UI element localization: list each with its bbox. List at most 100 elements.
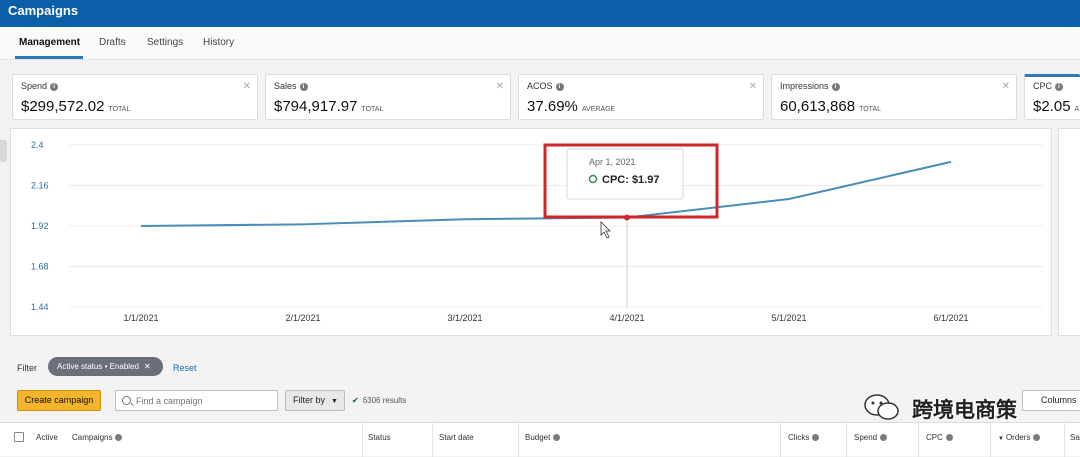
metric-value: $2.05 bbox=[1033, 98, 1071, 115]
col-label: Campaigns bbox=[72, 433, 113, 442]
metric-label: Spend bbox=[21, 81, 48, 91]
campaign-search[interactable] bbox=[115, 390, 278, 411]
metric-value: $299,572.02 bbox=[21, 98, 105, 115]
column-divider bbox=[918, 423, 919, 457]
info-icon bbox=[945, 434, 953, 442]
select-all-checkbox[interactable] bbox=[14, 432, 24, 442]
create-campaign-button[interactable]: Create campaign bbox=[17, 390, 101, 411]
metric-sub: TOTAL bbox=[108, 106, 131, 113]
metric-card-cpc[interactable]: CPC i $2.05 A bbox=[1024, 74, 1080, 120]
col-status[interactable]: Status bbox=[368, 433, 391, 442]
info-icon bbox=[1033, 434, 1041, 442]
info-icon bbox=[115, 434, 123, 442]
info-icon bbox=[553, 434, 561, 442]
col-label: Clicks bbox=[788, 433, 810, 442]
y-tick-label: 1.68 bbox=[31, 262, 49, 272]
y-tick-label: 1.92 bbox=[31, 221, 49, 231]
close-icon[interactable]: ✕ bbox=[495, 81, 504, 92]
check-icon: ✔ bbox=[352, 396, 359, 405]
metric-label: Sales bbox=[274, 81, 297, 91]
reset-link[interactable]: Reset bbox=[173, 363, 197, 373]
mouse-cursor-icon bbox=[600, 221, 611, 239]
info-icon: i bbox=[299, 82, 308, 91]
tooltip-value: CPC: $1.97 bbox=[602, 174, 659, 186]
close-icon[interactable]: ✕ bbox=[1001, 81, 1010, 92]
sort-down-icon: ▼ bbox=[998, 436, 1004, 442]
chip-label: Active status • Enabled bbox=[57, 362, 139, 371]
filter-label: Filter bbox=[17, 363, 37, 373]
column-divider bbox=[780, 423, 781, 457]
metric-sub: A bbox=[1074, 106, 1080, 113]
metric-value: $794,917.97 bbox=[274, 98, 358, 115]
top-bar: Campaigns bbox=[0, 0, 1080, 27]
chart-panel: 2.4 2.16 1.92 1.68 1.44 1/1/2021 2/1/2021 3/1/2… bbox=[10, 128, 1052, 336]
metric-label: ACOS bbox=[527, 81, 553, 91]
column-divider bbox=[432, 423, 433, 457]
y-tick-label: 2.16 bbox=[31, 181, 49, 191]
col-active[interactable]: Active bbox=[36, 433, 58, 442]
info-icon: i bbox=[50, 82, 59, 91]
chip-close-icon[interactable]: ✕ bbox=[143, 362, 151, 371]
col-label: CPC bbox=[926, 433, 943, 442]
active-tab-indicator bbox=[15, 56, 83, 59]
filter-by-dropdown[interactable]: Filter by ▼ bbox=[285, 390, 345, 411]
annotation-highlight-box bbox=[543, 143, 719, 219]
metric-value: 60,613,868 bbox=[780, 98, 856, 115]
metric-card-spend[interactable]: Spend i ✕ $299,572.02 TOTAL bbox=[12, 74, 258, 120]
active-status-filter-chip[interactable]: Active status • Enabled ✕ bbox=[48, 357, 163, 376]
panel-handle[interactable] bbox=[0, 140, 7, 162]
tab-management[interactable]: Management bbox=[19, 37, 81, 48]
column-divider bbox=[990, 423, 991, 457]
col-cpc[interactable]: CPC bbox=[926, 433, 953, 442]
x-tick-label: 2/1/2021 bbox=[285, 313, 320, 323]
close-icon[interactable]: ✕ bbox=[748, 81, 757, 92]
y-tick-label: 1.44 bbox=[31, 302, 49, 312]
watermark-text: 跨境电商策 bbox=[912, 399, 1017, 422]
metric-value: 37.69% bbox=[527, 98, 578, 115]
col-start-date[interactable]: Start date bbox=[439, 433, 474, 442]
col-clicks[interactable]: Clicks bbox=[788, 433, 820, 442]
column-divider bbox=[846, 423, 847, 457]
metric-sub: TOTAL bbox=[361, 106, 384, 113]
x-tick-label: 4/1/2021 bbox=[609, 313, 644, 323]
tooltip-series-icon bbox=[588, 174, 598, 184]
tab-bar: Management Drafts Settings History bbox=[0, 27, 1080, 60]
col-label: Spend bbox=[854, 433, 878, 442]
search-icon bbox=[122, 396, 131, 405]
metric-card-acos[interactable]: ACOS i ✕ 37.69% AVERAGE bbox=[518, 74, 764, 120]
metric-card-sales[interactable]: Sales i ✕ $794,917.97 TOTAL bbox=[265, 74, 511, 120]
col-budget[interactable]: Budget bbox=[525, 433, 561, 442]
x-tick-label: 5/1/2021 bbox=[771, 313, 806, 323]
col-spend[interactable]: Spend bbox=[854, 433, 888, 442]
col-sales[interactable]: Sa bbox=[1070, 433, 1080, 442]
tab-history[interactable]: History bbox=[203, 37, 235, 48]
x-tick-label: 6/1/2021 bbox=[933, 313, 968, 323]
cpc-line-chart: 2.4 2.16 1.92 1.68 1.44 1/1/2021 2/1/2021 3/1/2… bbox=[31, 140, 1043, 323]
close-icon[interactable]: ✕ bbox=[242, 81, 251, 92]
search-input[interactable] bbox=[136, 394, 272, 407]
columns-button[interactable]: Columns bbox=[1022, 390, 1080, 411]
metric-label: CPC bbox=[1033, 81, 1053, 91]
wechat-logo-icon bbox=[864, 394, 899, 420]
info-icon bbox=[880, 434, 888, 442]
metric-sub: AVERAGE bbox=[581, 106, 616, 113]
metric-label: Impressions bbox=[780, 81, 829, 91]
x-tick-label: 3/1/2021 bbox=[447, 313, 482, 323]
metric-card-impressions[interactable]: Impressions i ✕ 60,613,868 TOTAL bbox=[771, 74, 1017, 120]
col-label: Orders bbox=[1005, 433, 1031, 442]
results-count: 6306 results bbox=[362, 396, 407, 405]
info-icon bbox=[812, 434, 820, 442]
col-label: Budget bbox=[525, 433, 551, 442]
table-header: Active Campaigns Status Start date Budge… bbox=[0, 422, 1080, 457]
column-divider bbox=[362, 423, 363, 457]
col-orders[interactable]: ▼ Orders bbox=[998, 433, 1041, 442]
info-icon: i bbox=[1055, 82, 1064, 91]
filter-by-label: Filter by bbox=[293, 395, 326, 405]
tab-drafts[interactable]: Drafts bbox=[99, 37, 126, 48]
col-campaigns[interactable]: Campaigns bbox=[72, 433, 123, 442]
tooltip-date: Apr 1, 2021 bbox=[589, 157, 636, 167]
x-tick-label: 1/1/2021 bbox=[123, 313, 158, 323]
right-side-panel bbox=[1058, 128, 1080, 336]
info-icon: i bbox=[555, 82, 564, 91]
tab-settings[interactable]: Settings bbox=[147, 37, 184, 48]
